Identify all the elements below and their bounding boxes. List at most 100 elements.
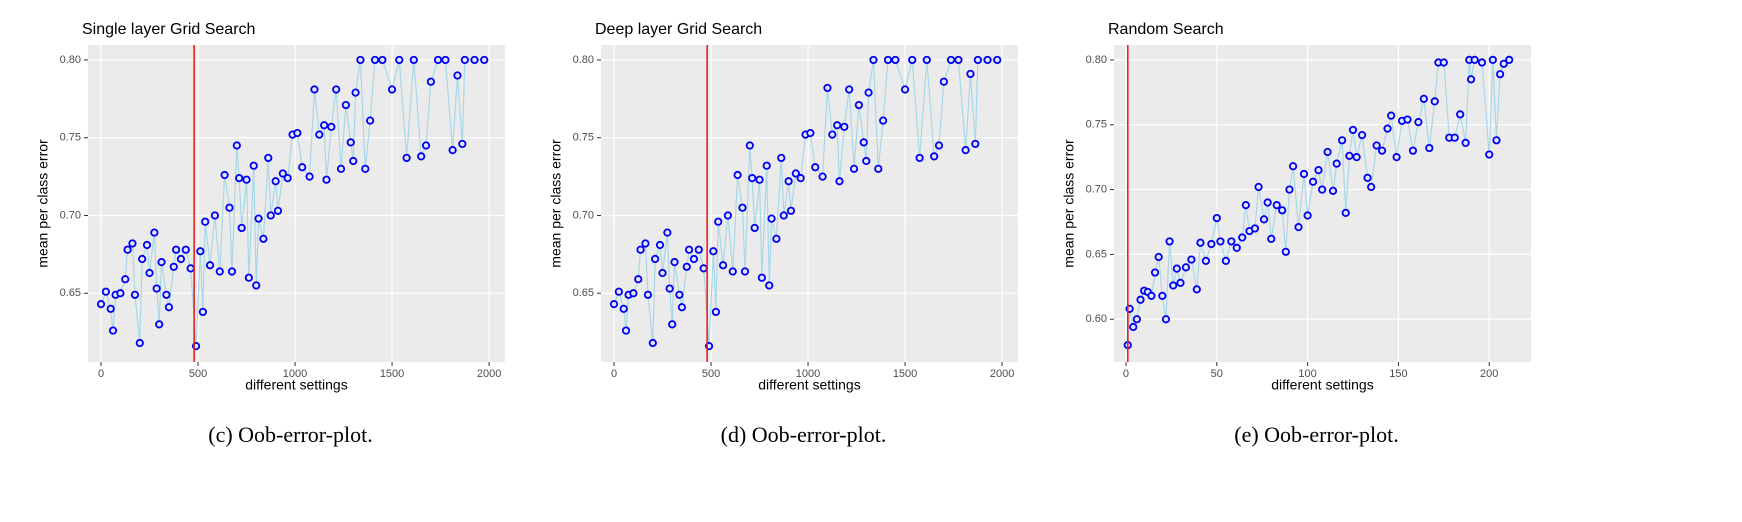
data-point — [1308, 177, 1318, 186]
data-point — [648, 338, 657, 348]
data-point — [310, 85, 319, 94]
data-point — [828, 130, 837, 139]
data-point — [791, 169, 800, 178]
data-point — [658, 268, 667, 278]
data-point — [1294, 223, 1303, 232]
data-point — [711, 307, 720, 317]
data-point — [1466, 75, 1476, 84]
plot-background — [88, 45, 505, 362]
data-point — [387, 85, 397, 94]
data-point — [201, 217, 210, 226]
data-point — [271, 177, 280, 186]
data-point — [849, 164, 859, 173]
data-point — [1241, 201, 1250, 210]
data-point — [164, 303, 174, 312]
data-point — [784, 177, 793, 186]
data-point — [1477, 58, 1487, 67]
y-tick-label: 0.70 — [60, 209, 81, 221]
data-point — [1450, 133, 1459, 142]
data-point — [738, 203, 747, 212]
y-tick-label: 0.70 — [573, 209, 594, 221]
data-point — [351, 88, 360, 97]
data-point — [169, 262, 178, 271]
data-point — [130, 290, 140, 299]
data-point — [116, 289, 125, 298]
chart-panel: 0.65 0.70 0.75 0.80 0 500 1000 1500 2000 Deep lay… — [548, 21, 1018, 447]
data-point — [835, 177, 844, 186]
data-point — [1272, 201, 1281, 210]
data-point — [409, 55, 418, 65]
data-point — [458, 139, 467, 149]
chart-panel: 0.65 0.70 0.75 0.80 0 500 1000 1500 2000 Single l… — [35, 21, 505, 447]
data-point — [723, 211, 733, 220]
data-point — [433, 55, 443, 65]
x-tick-label: 2000 — [990, 368, 1014, 380]
x-tick-label: 100 — [1298, 368, 1316, 380]
y-axis-label: mean per class error — [548, 139, 564, 268]
data-point — [818, 172, 827, 181]
data-point — [614, 287, 623, 296]
data-point — [322, 175, 331, 184]
data-point — [823, 83, 832, 93]
data-point — [1201, 256, 1210, 265]
data-point — [682, 262, 691, 271]
data-point — [1352, 153, 1361, 162]
data-point — [1161, 315, 1171, 324]
data-point — [320, 121, 329, 130]
data-point — [426, 77, 435, 86]
data-point — [619, 304, 628, 313]
caption: (c) Oob-error-plot. — [208, 422, 372, 447]
data-point — [138, 254, 147, 264]
data-point — [242, 175, 251, 184]
data-point — [757, 273, 766, 282]
data-point — [750, 223, 759, 233]
data-point — [1221, 256, 1230, 265]
y-tick-label: 0.65 — [1086, 248, 1107, 260]
x-tick-label: 1500 — [893, 368, 917, 380]
data-point — [227, 267, 237, 276]
chart-title: Random Search — [1108, 21, 1224, 38]
data-point — [840, 122, 849, 131]
data-point — [441, 55, 450, 65]
y-tick-label: 0.65 — [60, 287, 81, 299]
data-point — [237, 223, 246, 233]
data-point — [96, 300, 106, 309]
data-point — [966, 69, 975, 79]
data-point — [1232, 243, 1241, 253]
data-point — [378, 55, 387, 65]
x-tick-label: 500 — [189, 368, 207, 380]
y-tick-label: 0.65 — [573, 287, 594, 299]
data-point — [1299, 169, 1309, 179]
data-point — [859, 138, 868, 147]
data-point — [1254, 182, 1263, 192]
x-tick-label: 0 — [1123, 368, 1129, 380]
data-point — [1154, 252, 1163, 262]
y-tick-label: 0.70 — [1086, 183, 1107, 195]
data-point — [259, 234, 268, 243]
data-point — [879, 116, 888, 125]
data-point — [689, 254, 699, 264]
data-point — [973, 55, 982, 65]
data-point — [225, 203, 234, 212]
data-point — [480, 55, 489, 65]
data-point — [266, 211, 275, 220]
data-point — [1176, 278, 1185, 288]
data-point — [1357, 131, 1367, 140]
data-point — [283, 174, 292, 183]
data-point — [1505, 55, 1514, 65]
data-point — [1172, 264, 1181, 273]
data-point — [993, 55, 1002, 65]
data-point — [1150, 268, 1160, 277]
data-point — [1192, 285, 1201, 294]
data-point — [1285, 185, 1294, 194]
data-point — [1169, 281, 1178, 290]
data-point — [244, 273, 253, 282]
data-point — [1158, 291, 1167, 300]
data-point — [145, 268, 154, 278]
data-point — [1408, 146, 1418, 155]
data-point — [1187, 255, 1196, 264]
data-point — [714, 217, 723, 226]
data-point — [946, 55, 956, 65]
data-point — [1281, 247, 1290, 256]
